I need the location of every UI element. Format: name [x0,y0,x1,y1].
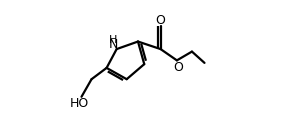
Text: O: O [156,14,166,27]
Text: H: H [109,35,118,45]
Text: N: N [109,38,118,51]
Text: O: O [173,61,183,74]
Text: HO: HO [69,97,89,110]
